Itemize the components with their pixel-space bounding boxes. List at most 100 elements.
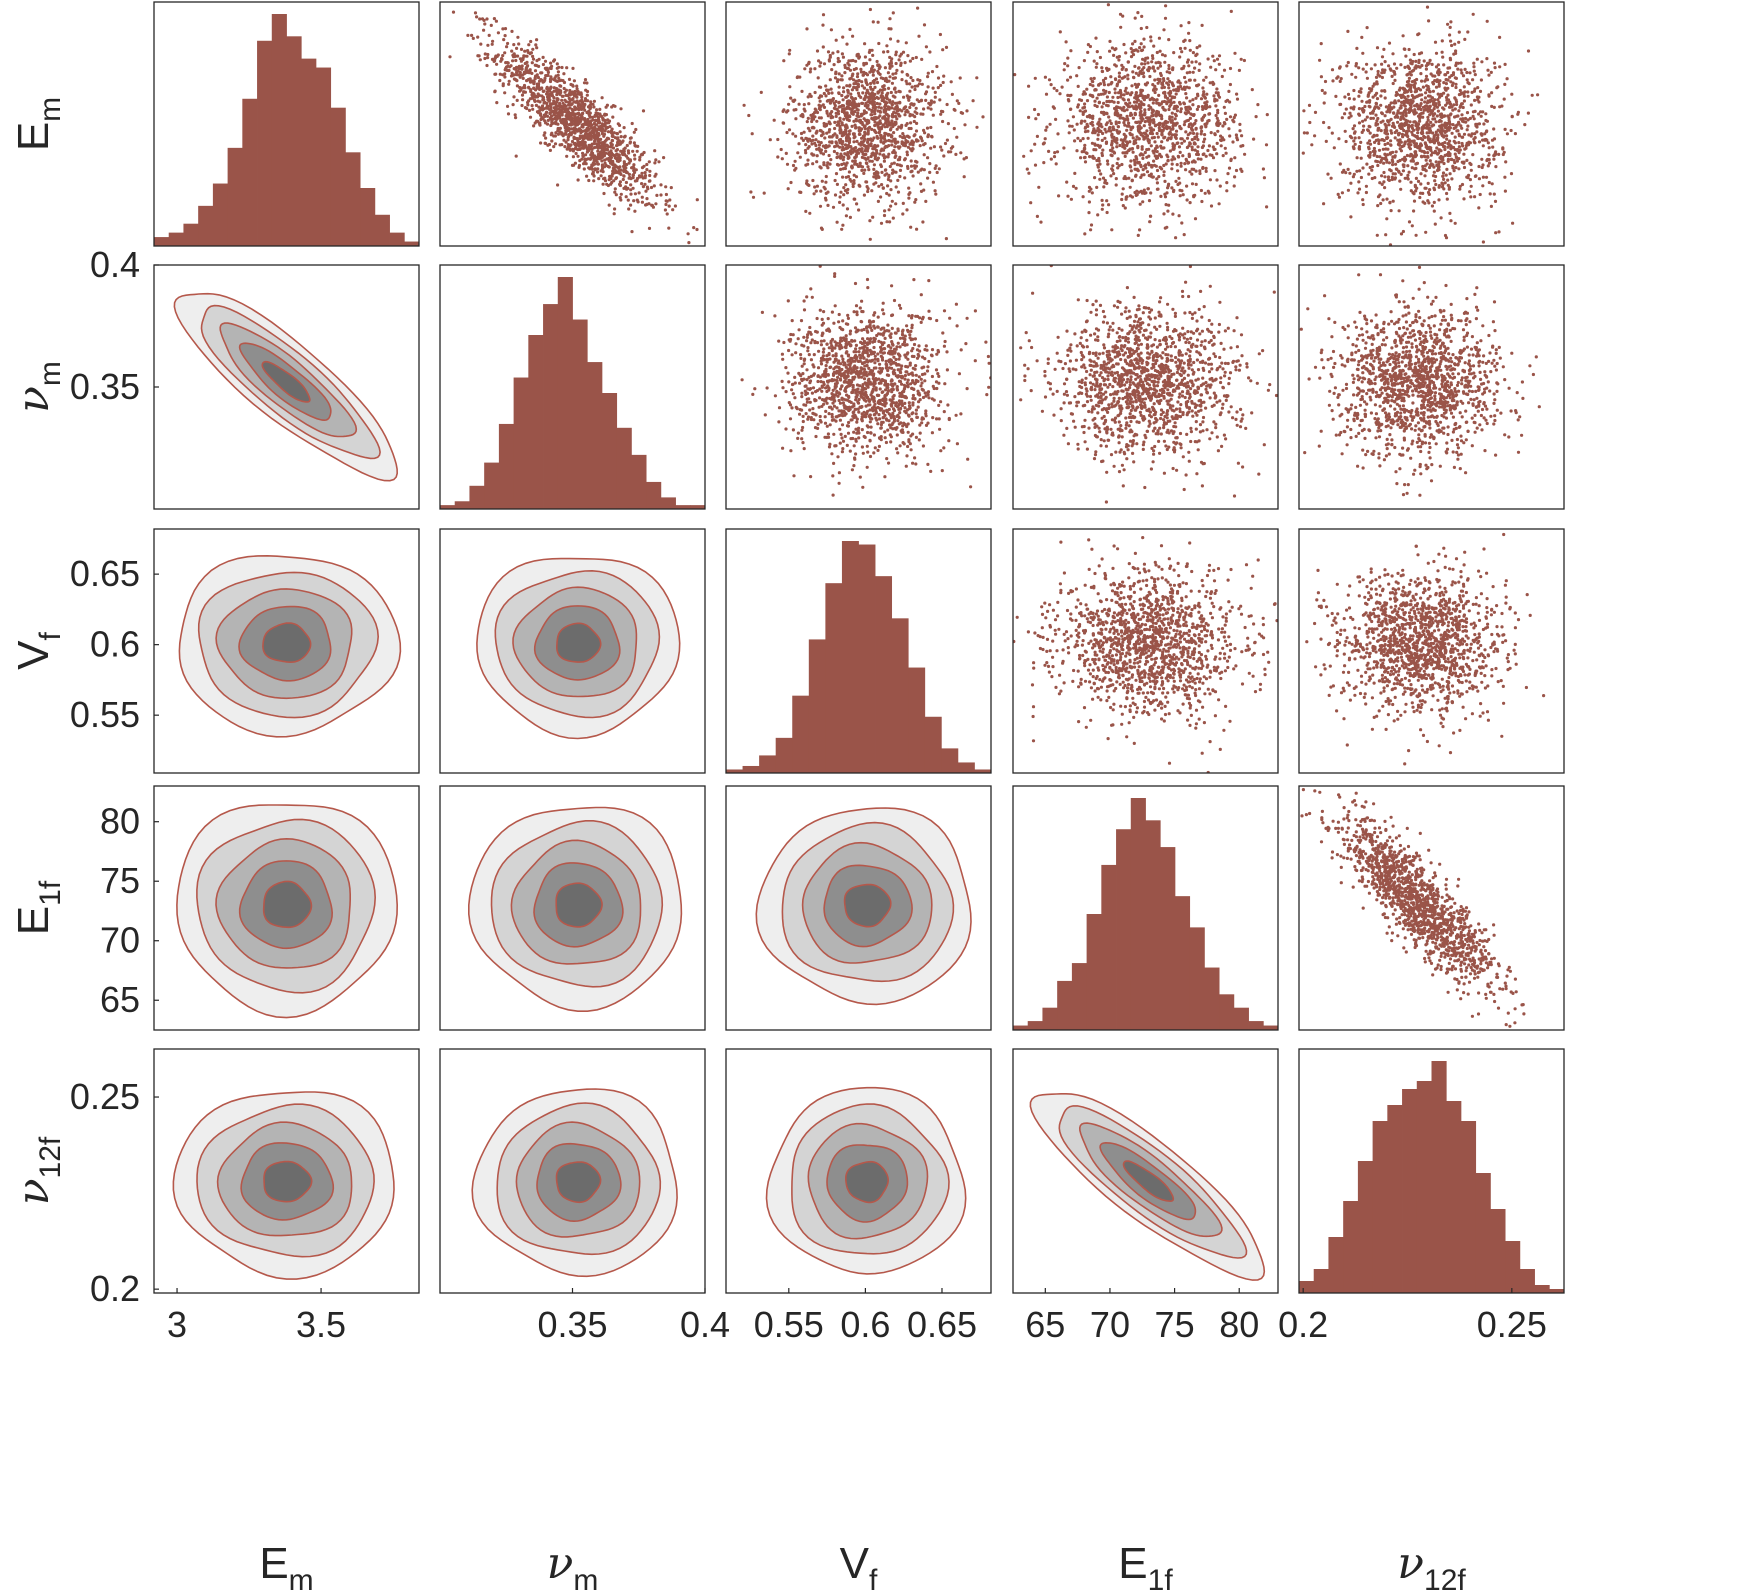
scatter-point [1183, 46, 1187, 50]
scatter-point [1224, 151, 1228, 155]
scatter-point [1086, 50, 1090, 55]
scatter-point [1120, 63, 1124, 67]
scatter-point [1022, 154, 1026, 158]
scatter-point [1349, 215, 1353, 219]
scatter-point [844, 146, 848, 150]
scatter-point [553, 76, 557, 80]
scatter-point [867, 107, 871, 111]
scatter-point [1136, 233, 1140, 237]
scatter-point [596, 167, 600, 171]
scatter-point [807, 145, 811, 149]
scatter-point [510, 29, 514, 33]
scatter-point [869, 96, 873, 100]
scatter-point [959, 111, 963, 115]
scatter-point [515, 46, 519, 51]
scatter-point [1379, 103, 1383, 107]
scatter-point [838, 145, 842, 149]
scatter-point [1361, 166, 1365, 170]
scatter-point [607, 165, 611, 169]
scatter-point [920, 139, 924, 143]
scatter-point [1410, 224, 1414, 228]
scatter-point [825, 122, 829, 127]
scatter-point [825, 131, 829, 135]
scatter-point [641, 176, 645, 180]
scatter-point [1498, 35, 1502, 40]
scatter-point [869, 154, 873, 159]
scatter-point [870, 159, 874, 163]
scatter-point [1365, 115, 1369, 119]
scatter-point [513, 113, 517, 117]
scatter-point [1120, 162, 1124, 167]
scatter-point [530, 71, 534, 75]
scatter-point [1103, 136, 1107, 140]
scatter-point [866, 137, 870, 141]
scatter-point [1228, 100, 1232, 104]
scatter-point [941, 48, 945, 52]
scatter-point [1176, 85, 1180, 89]
scatter-point [1193, 217, 1198, 221]
scatter-point [853, 159, 857, 163]
scatter-point [1461, 74, 1466, 78]
scatter-point [833, 126, 837, 131]
scatter-point [1420, 79, 1424, 83]
scatter-point [1109, 129, 1113, 133]
scatter-point [640, 166, 645, 170]
scatter-point [471, 36, 475, 41]
scatter-point [793, 159, 797, 163]
scatter-point [911, 78, 915, 83]
scatter-point [542, 133, 546, 137]
scatter-point [819, 61, 823, 65]
scatter-point [1452, 169, 1456, 173]
scatter-point [834, 72, 838, 76]
scatter-point [1047, 78, 1052, 82]
scatter-point [803, 148, 808, 153]
scatter-point [919, 189, 924, 193]
scatter-point [859, 143, 863, 147]
scatter-point [896, 158, 901, 162]
scatter-point [827, 153, 831, 158]
scatter-point [1134, 173, 1138, 177]
scatter-point [876, 96, 881, 100]
scatter-point [545, 104, 549, 108]
scatter-point [1469, 168, 1473, 172]
scatter-point [1355, 169, 1359, 173]
scatter-point [1092, 76, 1096, 80]
scatter-point [1100, 105, 1104, 109]
scatter-point [1158, 64, 1163, 68]
scatter-point [819, 151, 823, 155]
scatter-point [1049, 157, 1053, 161]
scatter-point [1115, 145, 1119, 149]
scatter-point [828, 78, 832, 82]
scatter-point [600, 163, 605, 167]
scatter-point [616, 156, 620, 160]
scatter-point [889, 106, 893, 110]
scatter-point [1094, 65, 1098, 69]
scatter-point [592, 146, 597, 150]
scatter-point [883, 168, 888, 172]
scatter-point [511, 73, 515, 77]
scatter-point [1155, 50, 1159, 55]
scatter-point [1414, 189, 1418, 193]
scatter-point [1185, 184, 1189, 188]
scatter-point [1094, 129, 1098, 133]
scatter-point [894, 71, 898, 75]
scatter-point [903, 176, 907, 180]
scatter-point [908, 114, 912, 118]
scatter-point [553, 142, 558, 146]
scatter-point [1154, 156, 1159, 160]
scatter-point [883, 87, 887, 91]
scatter-point [562, 86, 566, 91]
scatter-point [899, 164, 904, 168]
scatter-point [1138, 153, 1142, 157]
scatter-point [1153, 78, 1157, 82]
scatter-point [853, 86, 858, 90]
scatter-point [1108, 119, 1112, 123]
scatter-point [1200, 129, 1204, 133]
scatter-point [596, 170, 600, 174]
scatter-point [866, 165, 870, 169]
scatter-point [1448, 139, 1452, 143]
scatter-point [921, 220, 925, 224]
scatter-point [608, 157, 612, 161]
scatter-point [645, 162, 649, 167]
scatter-point [1157, 126, 1161, 130]
